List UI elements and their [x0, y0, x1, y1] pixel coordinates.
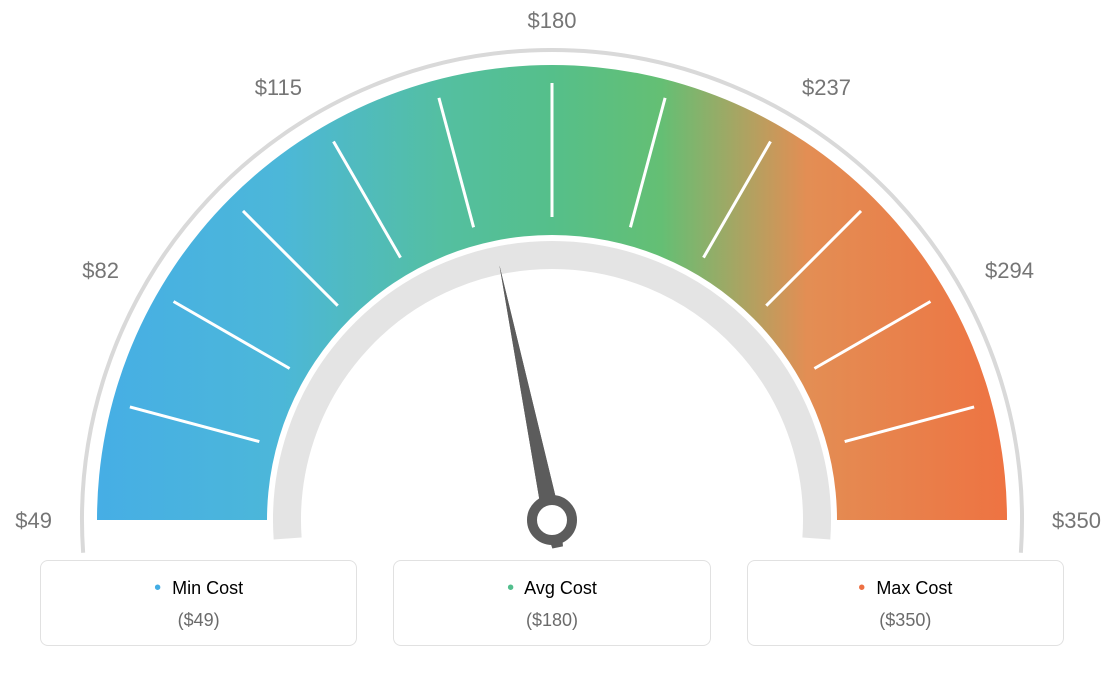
legend-card-avg: • Avg Cost ($180)	[393, 560, 710, 646]
dot-icon-min: •	[154, 577, 161, 599]
legend-label-avg: • Avg Cost	[394, 577, 709, 600]
gauge-svg: $49 $82 $115 $180 $237 $294 $350	[0, 0, 1104, 560]
legend-row: • Min Cost ($49) • Avg Cost ($180) • Max…	[0, 560, 1104, 646]
gauge-tick-label: $82	[82, 258, 119, 283]
legend-card-min: • Min Cost ($49)	[40, 560, 357, 646]
legend-text-max: Max Cost	[876, 578, 952, 598]
gauge-tick-label: $294	[985, 258, 1034, 283]
gauge-tick-label: $115	[255, 75, 302, 100]
gauge-area: $49 $82 $115 $180 $237 $294 $350	[0, 0, 1104, 560]
gauge-needle-base	[532, 500, 572, 540]
gauge-tick-label: $350	[1052, 508, 1101, 533]
legend-label-min: • Min Cost	[41, 577, 356, 600]
legend-label-max: • Max Cost	[748, 577, 1063, 600]
gauge-tick-label: $180	[528, 8, 577, 33]
legend-value-avg: ($180)	[394, 610, 709, 631]
legend-value-min: ($49)	[41, 610, 356, 631]
dot-icon-max: •	[858, 577, 865, 599]
legend-text-min: Min Cost	[172, 578, 243, 598]
gauge-needle-tri	[499, 265, 560, 521]
legend-card-max: • Max Cost ($350)	[747, 560, 1064, 646]
gauge-chart-container: $49 $82 $115 $180 $237 $294 $350 • Min Cost ($…	[0, 0, 1104, 690]
legend-value-max: ($350)	[748, 610, 1063, 631]
dot-icon-avg: •	[507, 577, 514, 599]
legend-text-avg: Avg Cost	[524, 578, 597, 598]
gauge-tick-label: $49	[15, 508, 52, 533]
gauge-tick-label: $237	[802, 75, 851, 100]
